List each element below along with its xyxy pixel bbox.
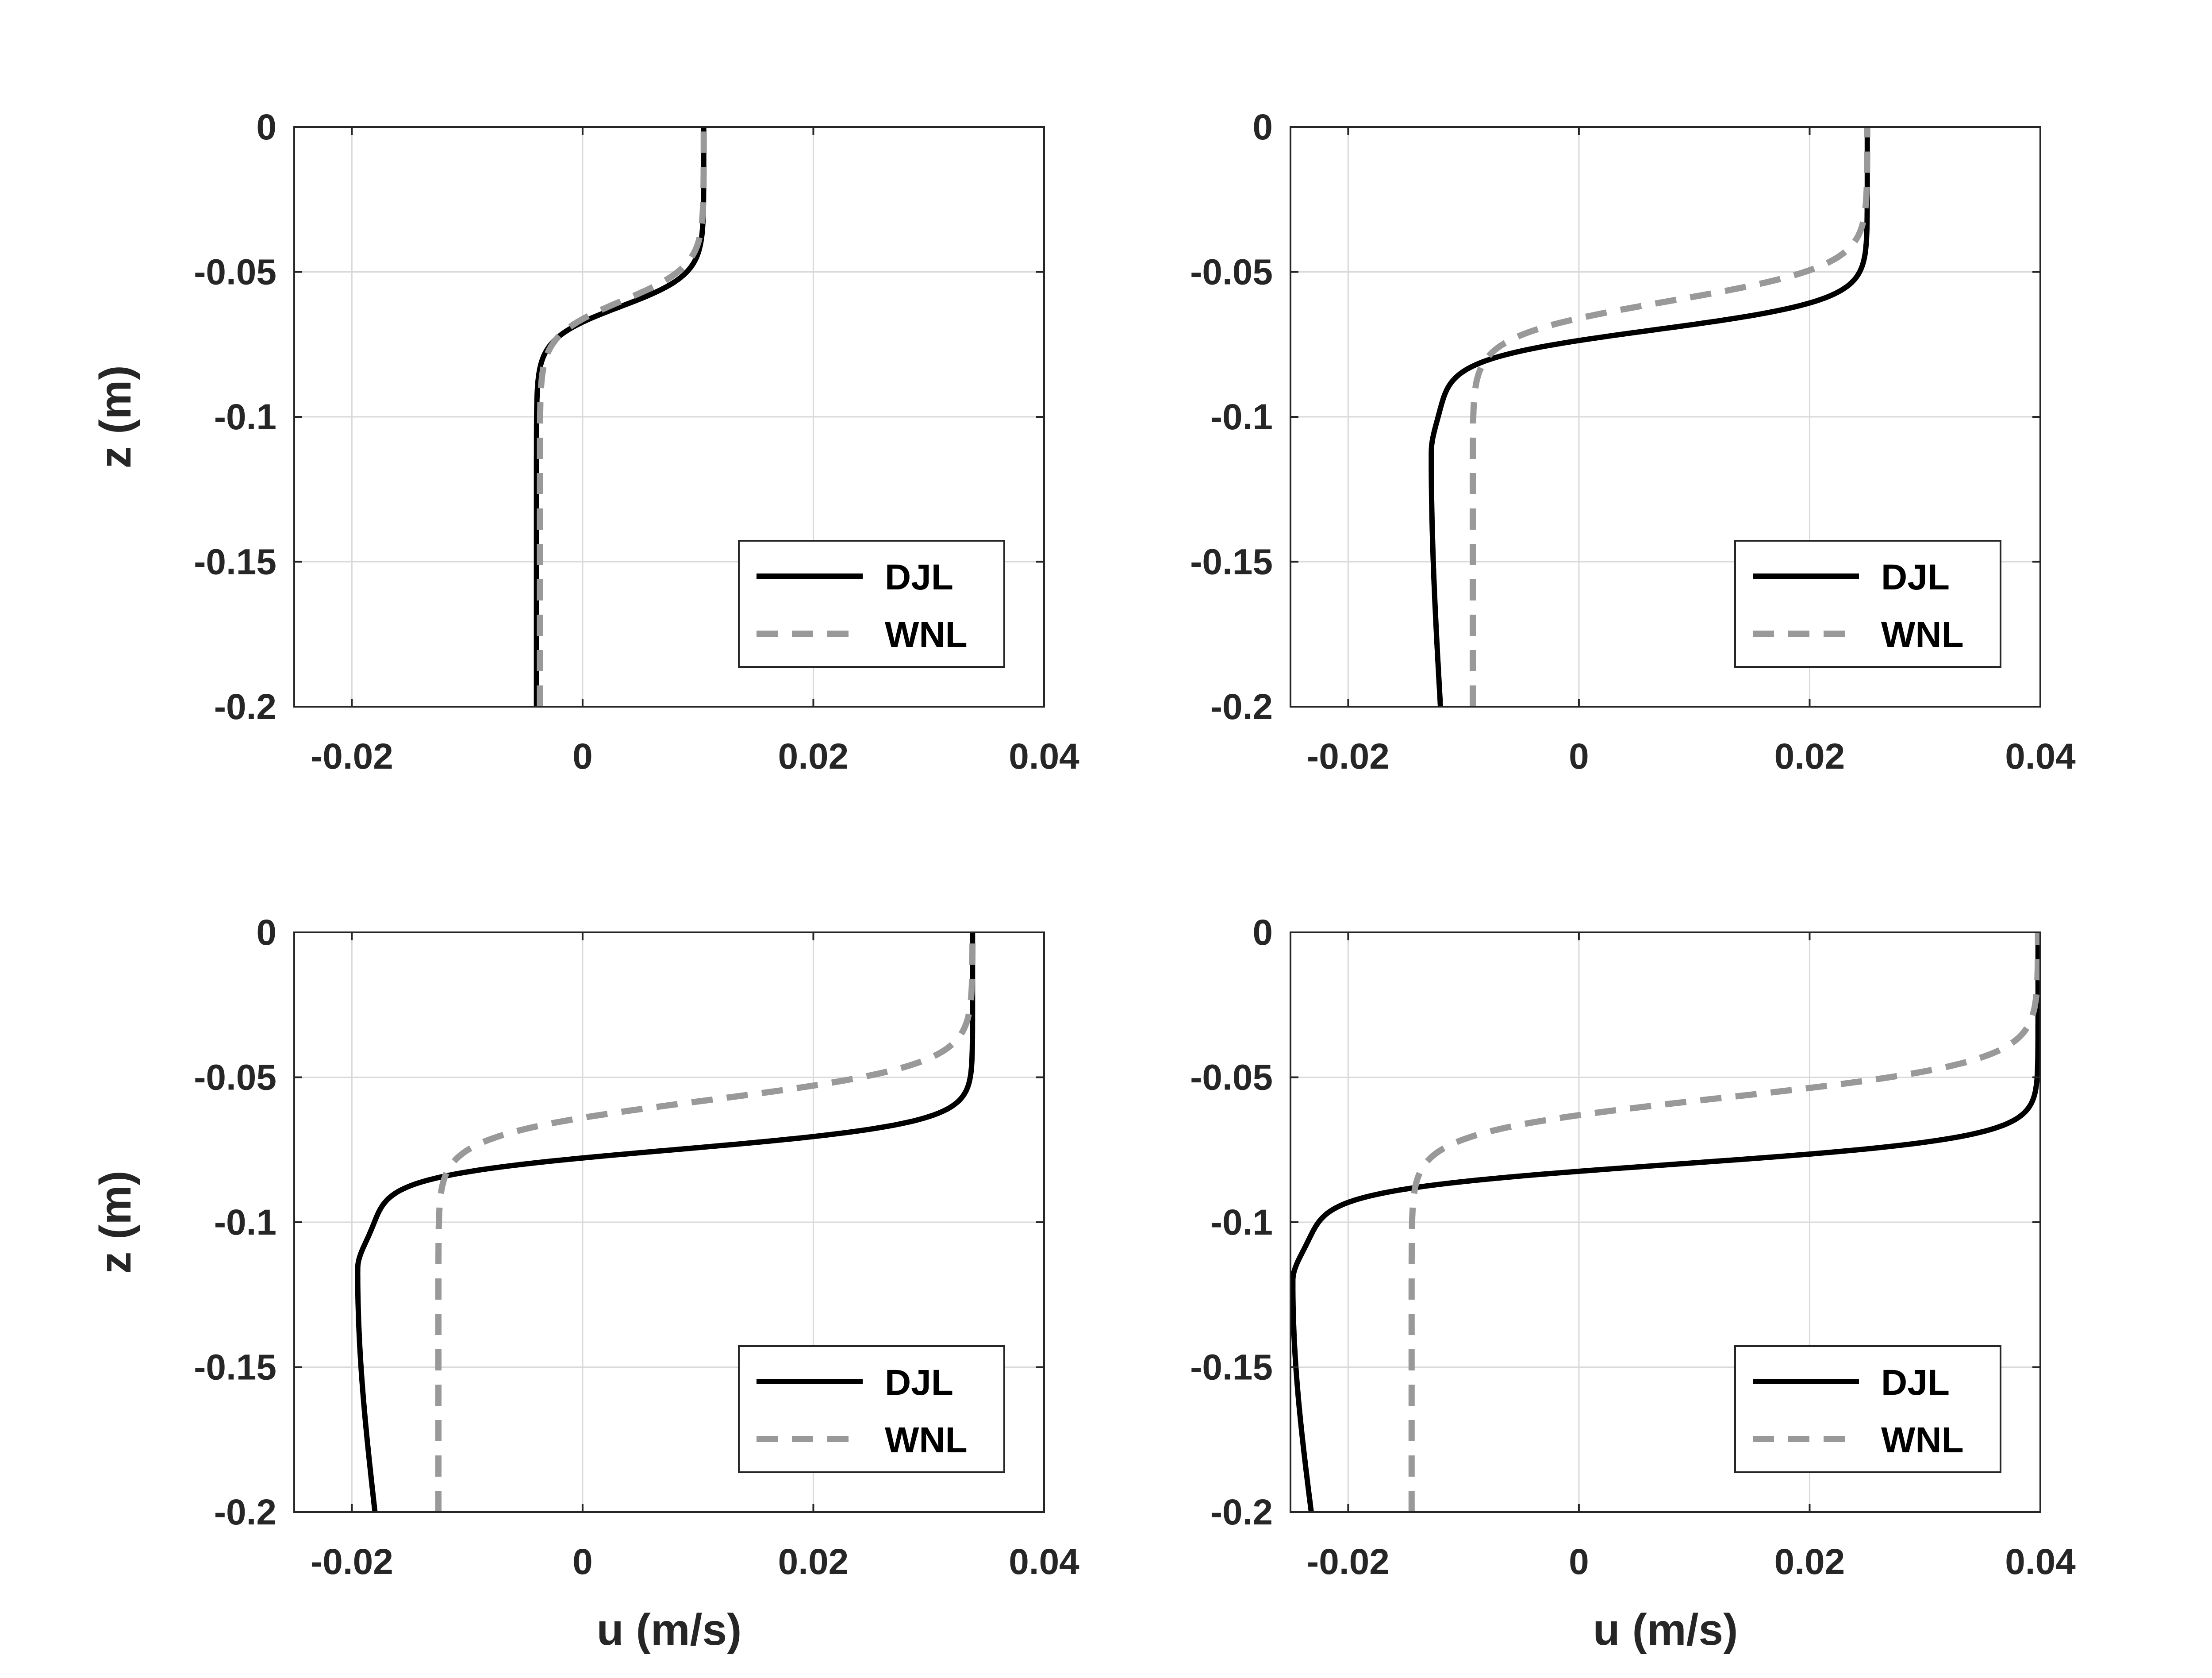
y-tick-label: 0 xyxy=(1252,107,1273,147)
legend-label-wnl: WNL xyxy=(885,615,968,655)
y-tick-label: -0.15 xyxy=(194,542,276,582)
x-tick-label: -0.02 xyxy=(1307,736,1390,777)
y-tick-label: -0.05 xyxy=(1190,252,1273,292)
y-tick-label: -0.05 xyxy=(194,252,276,292)
legend-label-djl: DJL xyxy=(1881,557,1950,597)
legend-label-djl: DJL xyxy=(885,1362,953,1403)
y-tick-label: -0.1 xyxy=(214,397,276,437)
x-tick-label: -0.02 xyxy=(1307,1542,1390,1582)
x-tick-label: 0.04 xyxy=(2005,736,2076,777)
y-tick-label: -0.2 xyxy=(214,1492,276,1532)
y-axis-label: z (m) xyxy=(91,1170,140,1274)
x-tick-label: 0.04 xyxy=(1009,736,1079,777)
legend-label-wnl: WNL xyxy=(885,1420,968,1460)
y-tick-label: -0.2 xyxy=(214,687,276,727)
legend-label-djl: DJL xyxy=(1881,1362,1950,1403)
legend: DJL WNL xyxy=(1735,541,2001,667)
legend: DJL WNL xyxy=(1735,1346,2001,1472)
x-tick-label: 0 xyxy=(572,736,593,777)
legend: DJL WNL xyxy=(739,541,1004,667)
y-axis-label: z (m) xyxy=(91,365,140,468)
x-tick-label: -0.02 xyxy=(311,1542,393,1582)
y-tick-label: 0 xyxy=(1252,912,1273,953)
y-tick-label: 0 xyxy=(256,912,276,953)
y-tick-label: -0.05 xyxy=(1190,1058,1273,1098)
y-tick-label: -0.05 xyxy=(194,1058,276,1098)
x-tick-label: -0.02 xyxy=(311,736,393,777)
y-tick-label: -0.1 xyxy=(214,1202,276,1243)
y-tick-label: -0.2 xyxy=(1210,687,1273,727)
y-tick-label: -0.15 xyxy=(194,1347,276,1388)
x-tick-label: 0 xyxy=(1569,1542,1589,1582)
x-tick-label: 0.02 xyxy=(778,736,849,777)
y-tick-label: -0.15 xyxy=(1190,542,1273,582)
y-tick-label: 0 xyxy=(256,107,276,147)
y-tick-label: -0.1 xyxy=(1210,397,1273,437)
x-tick-label: 0.02 xyxy=(1774,1542,1845,1582)
x-tick-label: 0 xyxy=(1569,736,1589,777)
legend-label-wnl: WNL xyxy=(1881,1420,1964,1460)
y-tick-label: -0.2 xyxy=(1210,1492,1273,1532)
x-axis-label: u (m/s) xyxy=(1593,1605,1738,1655)
x-tick-label: 0.02 xyxy=(778,1542,849,1582)
x-tick-label: 0.02 xyxy=(1774,736,1845,777)
legend: DJL WNL xyxy=(739,1346,1004,1472)
legend-label-djl: DJL xyxy=(885,557,953,597)
x-tick-label: 0.04 xyxy=(2005,1542,2076,1582)
x-tick-label: 0.04 xyxy=(1009,1542,1079,1582)
y-tick-label: -0.1 xyxy=(1210,1202,1273,1243)
y-tick-label: -0.15 xyxy=(1190,1347,1273,1388)
legend-label-wnl: WNL xyxy=(1881,615,1964,655)
x-axis-label: u (m/s) xyxy=(597,1605,742,1655)
x-tick-label: 0 xyxy=(572,1542,593,1582)
